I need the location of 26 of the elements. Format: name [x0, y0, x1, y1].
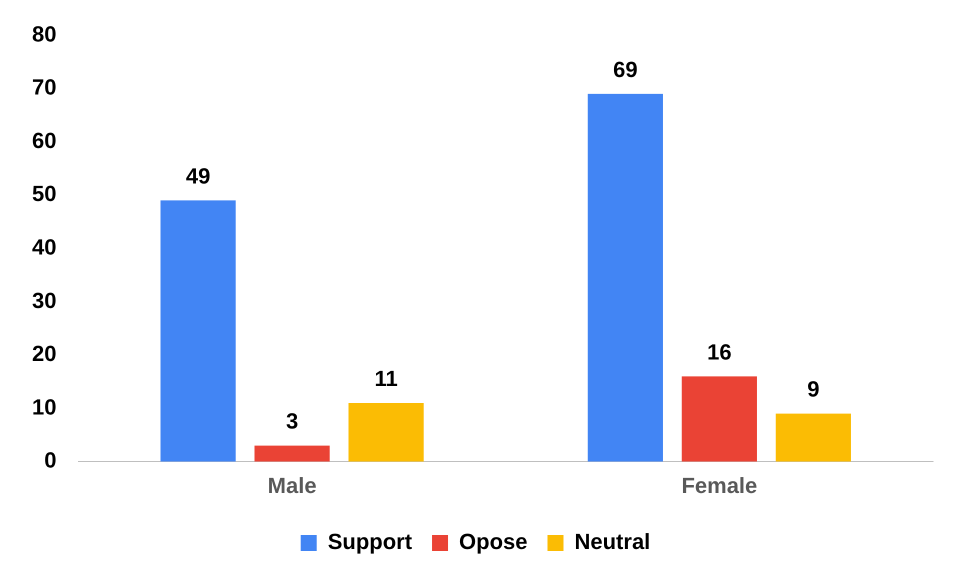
data-label: 49	[186, 163, 210, 188]
y-tick-label: 80	[32, 21, 56, 46]
y-tick-label: 70	[32, 74, 56, 100]
data-label: 69	[613, 56, 638, 82]
data-label: 3	[286, 408, 298, 434]
y-tick-label: 0	[44, 448, 56, 473]
legend-label: Support	[328, 529, 413, 554]
y-tick-label: 30	[32, 288, 56, 313]
bar	[682, 376, 757, 462]
legend-label: Opose	[459, 529, 528, 554]
bar	[776, 414, 851, 462]
x-tick-label: Male	[268, 472, 317, 498]
y-tick-label: 60	[32, 128, 56, 153]
data-label: 9	[807, 376, 820, 402]
y-tick-label: 40	[32, 234, 56, 260]
x-tick-label: Female	[681, 472, 758, 498]
y-tick-label: 20	[32, 341, 56, 366]
bar	[588, 94, 663, 462]
bar	[254, 446, 330, 462]
legend-label: Neutral	[574, 529, 650, 554]
bar	[160, 200, 236, 462]
y-tick-label: 10	[32, 394, 56, 420]
bar	[348, 402, 424, 462]
data-label: 16	[707, 339, 732, 364]
data-label: 11	[374, 366, 398, 392]
y-tick-label: 50	[32, 181, 56, 206]
